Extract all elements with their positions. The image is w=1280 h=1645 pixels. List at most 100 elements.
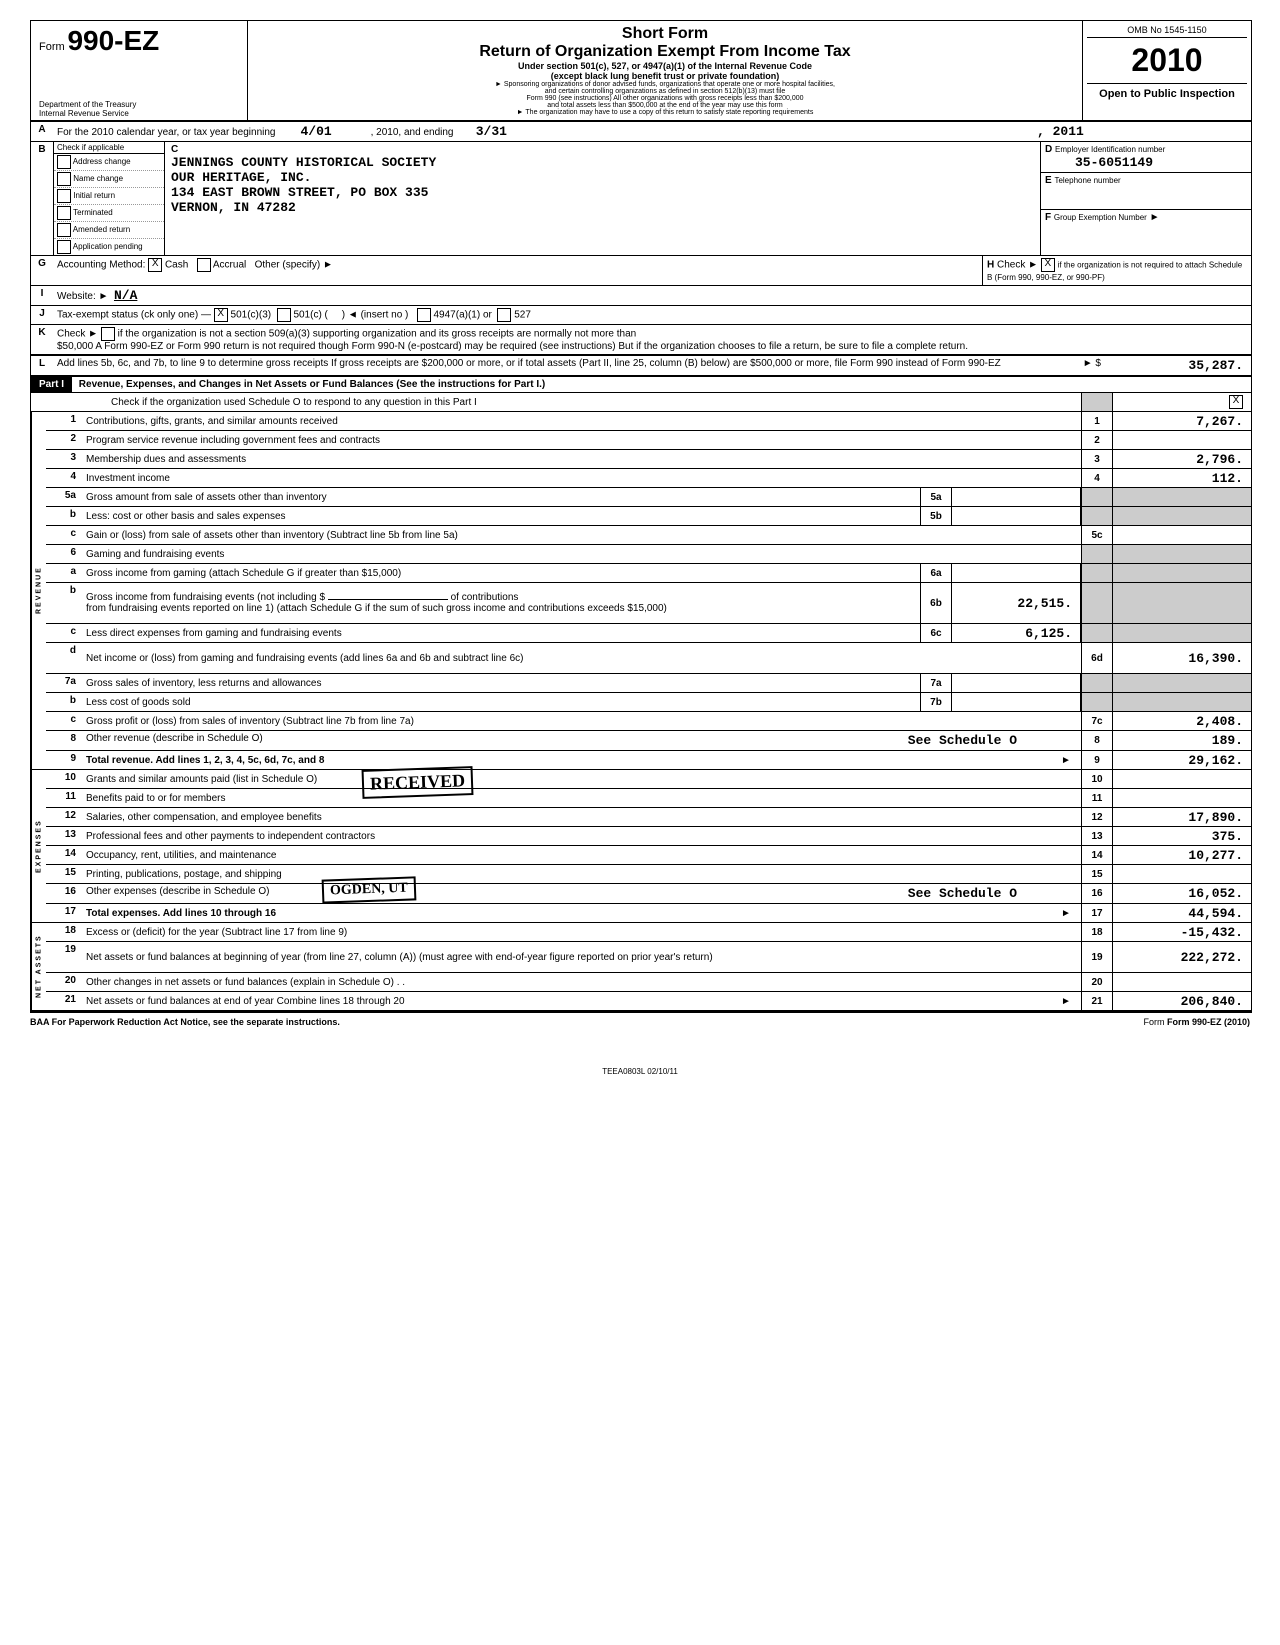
cash-label: Cash	[165, 260, 188, 271]
open-to-public: Open to Public Inspection	[1087, 84, 1247, 100]
line-6a-val	[952, 564, 1081, 582]
line-21: 21 Net assets or fund balances at end of…	[46, 992, 1251, 1010]
checkbox-527[interactable]	[497, 308, 511, 322]
line-9: 9 Total revenue. Add lines 1, 2, 3, 4, 5…	[46, 751, 1251, 769]
line-2-num: 2	[46, 431, 82, 444]
net-assets-vertical-label: NET ASSETS	[31, 923, 46, 1010]
checkbox-schedule-o[interactable]: X	[1229, 395, 1243, 409]
omb-number: OMB No 1545-1150	[1087, 25, 1247, 38]
line-11-val	[1113, 789, 1251, 807]
line-18-desc: Excess or (deficit) for the year (Subtra…	[82, 925, 1081, 940]
return-title: Return of Organization Exempt From Incom…	[256, 43, 1074, 61]
line-7b-desc: Less cost of goods sold	[82, 695, 920, 710]
line-9-desc: Total revenue. Add lines 1, 2, 3, 4, 5c,…	[86, 755, 324, 766]
checkbox-pending[interactable]	[57, 240, 71, 254]
group-exemption-label: Group Exemption Number	[1054, 213, 1147, 222]
line-10-box: 10	[1081, 770, 1113, 788]
line-19: 19 Net assets or fund balances at beginn…	[46, 942, 1251, 973]
line-13-desc: Professional fees and other payments to …	[82, 829, 1081, 844]
checkbox-address[interactable]	[57, 155, 71, 169]
form-ref-text: Form 990-EZ (2010)	[1167, 1017, 1250, 1027]
k-text-2: $50,000 A Form 990-EZ or Form 990 return…	[57, 341, 968, 352]
shaded-cell	[1081, 624, 1113, 642]
line-6d-box: 6d	[1081, 643, 1113, 673]
line-20-num: 20	[46, 973, 82, 986]
line-7a-val	[952, 674, 1081, 692]
line-12-box: 12	[1081, 808, 1113, 826]
line-7b-num: b	[46, 693, 82, 706]
line-8-desc: Other revenue (describe in Schedule O)	[86, 733, 263, 744]
part-1-check-row: Check if the organization used Schedule …	[31, 393, 1251, 412]
line-5a-val	[952, 488, 1081, 506]
checkbox-name[interactable]	[57, 172, 71, 186]
subtitle-3: ► Sponsoring organizations of donor advi…	[256, 81, 1074, 88]
form-number: 990-EZ	[67, 25, 159, 56]
line-8-extra: See Schedule O	[908, 733, 1077, 748]
line-k: K Check ► if the organization is not a s…	[31, 325, 1251, 356]
line-3-desc: Membership dues and assessments	[82, 452, 1081, 467]
line-5c-desc: Gain or (loss) from sale of assets other…	[82, 528, 1081, 543]
line-11: 11 Benefits paid to or for members 11	[46, 789, 1251, 808]
line-7c-desc: Gross profit or (loss) from sales of inv…	[82, 714, 1081, 729]
short-form-label: Short Form	[256, 25, 1074, 43]
opt-terminated: Terminated	[73, 208, 113, 217]
line-6a-desc: Gross income from gaming (attach Schedul…	[82, 566, 920, 581]
address-block: C JENNINGS COUNTY HISTORICAL SOCIETY OUR…	[165, 142, 1041, 255]
line-8-num: 8	[46, 731, 82, 744]
checkbox-501c3[interactable]: X	[214, 308, 228, 322]
line-17-val: 44,594.	[1113, 904, 1251, 922]
checkbox-initial[interactable]	[57, 189, 71, 203]
check-label: Check if applicable	[54, 142, 164, 154]
subtitle-6: and total assets less than $500,000 at t…	[256, 102, 1074, 109]
line-13: 13 Professional fees and other payments …	[46, 827, 1251, 846]
line-16-desc: Other expenses (describe in Schedule O)	[86, 886, 269, 897]
checkbox-terminated[interactable]	[57, 206, 71, 220]
form-ref: Form Form 990-EZ (2010)	[1143, 1017, 1250, 1027]
header-right: OMB No 1545-1150 2010 Open to Public Ins…	[1083, 21, 1251, 120]
line-6b-val: 22,515.	[952, 583, 1081, 623]
line-1-box: 1	[1081, 412, 1113, 430]
line-3-num: 3	[46, 450, 82, 463]
line-11-box: 11	[1081, 789, 1113, 807]
insert-no-label: ) ◄ (insert no )	[342, 310, 409, 321]
line-20-val	[1113, 973, 1251, 991]
checkbox-cash[interactable]: X	[148, 258, 162, 272]
line-1-num: 1	[46, 412, 82, 425]
checkbox-4947[interactable]	[417, 308, 431, 322]
checkbox-k[interactable]	[101, 327, 115, 341]
checkbox-amended[interactable]	[57, 223, 71, 237]
revenue-vertical-label: REVENUE	[31, 412, 46, 769]
527-label: 527	[514, 310, 531, 321]
line-8-box: 8	[1081, 731, 1113, 750]
checkbox-501c[interactable]	[277, 308, 291, 322]
line-19-box: 19	[1081, 942, 1113, 972]
checkbox-accrual[interactable]	[197, 258, 211, 272]
opt-amended: Amended return	[73, 225, 130, 234]
line-6a: a Gross income from gaming (attach Sched…	[46, 564, 1251, 583]
label-f: F	[1045, 212, 1051, 223]
ogden-stamp: OGDEN, UT	[322, 876, 417, 903]
line-10-desc: Grants and similar amounts paid (list in…	[86, 774, 317, 785]
line-17: 17 Total expenses. Add lines 10 through …	[46, 904, 1251, 922]
subtitle-2: (except black lung benefit trust or priv…	[256, 71, 1074, 81]
label-j: J	[31, 306, 53, 324]
line-g-h: G Accounting Method: X Cash Accrual Othe…	[31, 256, 1251, 286]
year-end: , 2011	[1033, 122, 1251, 141]
line-7b: b Less cost of goods sold 7b	[46, 693, 1251, 712]
shaded-cell	[1081, 674, 1113, 692]
part-1-header: Part I Revenue, Expenses, and Changes in…	[31, 377, 1251, 393]
checkbox-schedule-b[interactable]: X	[1041, 258, 1055, 272]
line-19-num: 19	[46, 942, 82, 955]
label-g: G	[31, 256, 53, 285]
shaded-cell	[1081, 488, 1113, 506]
website-value: N/A	[114, 288, 137, 303]
line-3: 3 Membership dues and assessments 3 2,79…	[46, 450, 1251, 469]
part-1-label: Part I	[31, 377, 72, 392]
line-12-num: 12	[46, 808, 82, 821]
line-11-num: 11	[46, 789, 82, 802]
org-addr-1: 134 EAST BROWN STREET, PO BOX 335	[171, 185, 1034, 200]
line-i: I Website: ► N/A	[31, 286, 1251, 306]
line-1: 1 Contributions, gifts, grants, and simi…	[46, 412, 1251, 431]
line-16-extra: See Schedule O	[908, 886, 1077, 901]
shaded-cell	[1113, 674, 1251, 692]
